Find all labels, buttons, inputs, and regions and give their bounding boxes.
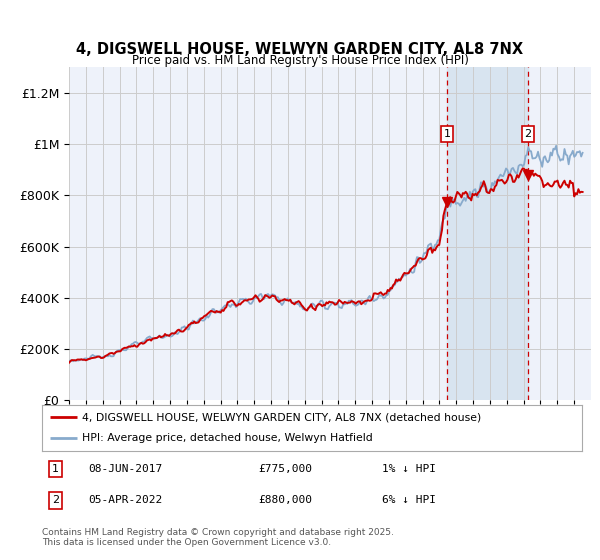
Text: HPI: Average price, detached house, Welwyn Hatfield: HPI: Average price, detached house, Welw… bbox=[83, 433, 373, 444]
Bar bbox=[447, 67, 528, 400]
Text: Contains HM Land Registry data © Crown copyright and database right 2025.
This d: Contains HM Land Registry data © Crown c… bbox=[42, 528, 394, 547]
Text: 1% ↓ HPI: 1% ↓ HPI bbox=[382, 464, 436, 474]
Text: 1: 1 bbox=[52, 464, 59, 474]
Text: 05-APR-2022: 05-APR-2022 bbox=[88, 496, 162, 506]
Text: 6% ↓ HPI: 6% ↓ HPI bbox=[382, 496, 436, 506]
Text: 08-JUN-2017: 08-JUN-2017 bbox=[88, 464, 162, 474]
Text: 1: 1 bbox=[443, 129, 451, 139]
Text: 2: 2 bbox=[524, 129, 532, 139]
Text: 2: 2 bbox=[52, 496, 59, 506]
Text: Price paid vs. HM Land Registry's House Price Index (HPI): Price paid vs. HM Land Registry's House … bbox=[131, 54, 469, 67]
Text: 4, DIGSWELL HOUSE, WELWYN GARDEN CITY, AL8 7NX (detached house): 4, DIGSWELL HOUSE, WELWYN GARDEN CITY, A… bbox=[83, 412, 482, 422]
Text: £775,000: £775,000 bbox=[258, 464, 312, 474]
Text: £880,000: £880,000 bbox=[258, 496, 312, 506]
Text: 4, DIGSWELL HOUSE, WELWYN GARDEN CITY, AL8 7NX: 4, DIGSWELL HOUSE, WELWYN GARDEN CITY, A… bbox=[76, 42, 524, 57]
